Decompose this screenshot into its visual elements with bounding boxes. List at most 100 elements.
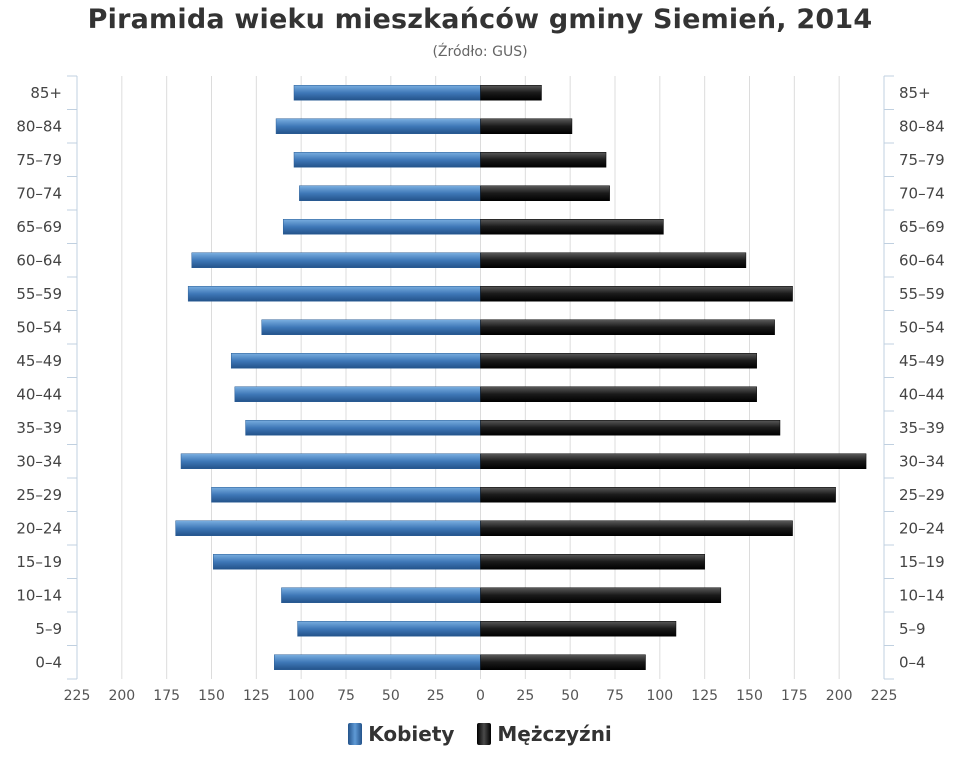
bar-kobiety <box>282 219 481 235</box>
y-category-label-right: 5–9 <box>899 620 926 638</box>
bar-mezczyzni <box>480 85 542 101</box>
x-tick-label: 0 <box>476 688 485 704</box>
y-category-label-left: 50–54 <box>16 318 62 336</box>
bar-mezczyzni <box>480 520 793 536</box>
y-category-label-left: 35–39 <box>16 419 62 437</box>
y-category-label-right: 75–79 <box>899 151 945 169</box>
x-tick-label: 25 <box>516 688 534 704</box>
y-category-label-left: 0–4 <box>35 653 62 671</box>
bar-mezczyzni <box>480 654 646 670</box>
bar-mezczyzni <box>480 386 757 402</box>
legend-item-kobiety[interactable]: Kobiety <box>348 722 454 746</box>
x-tick-label: 225 <box>64 688 91 704</box>
x-tick-label: 200 <box>826 688 853 704</box>
bar-mezczyzni <box>480 252 747 268</box>
y-category-label-right: 20–24 <box>899 519 945 537</box>
bar-kobiety <box>191 252 481 268</box>
bar-kobiety <box>211 487 481 503</box>
bar-kobiety <box>234 386 481 402</box>
bar-kobiety <box>299 185 481 201</box>
y-category-label-left: 45–49 <box>16 352 62 370</box>
chart-title: Piramida wieku mieszkańców gminy Siemień… <box>87 4 873 35</box>
y-category-label-left: 5–9 <box>35 620 62 638</box>
y-category-label-right: 60–64 <box>899 251 945 269</box>
bar-kobiety <box>261 319 481 335</box>
x-tick-label: 100 <box>646 688 673 704</box>
legend-item-mezczyzni[interactable]: Mężczyźni <box>477 722 612 746</box>
y-category-label-right: 10–14 <box>899 586 945 604</box>
x-tick-label: 175 <box>153 688 180 704</box>
y-category-label-left: 10–14 <box>16 586 62 604</box>
bar-mezczyzni <box>480 453 867 469</box>
bar-mezczyzni <box>480 319 775 335</box>
bar-kobiety <box>213 554 481 570</box>
y-category-label-left: 75–79 <box>16 151 62 169</box>
axis-labels: 225 200 175 150 125 100 75 50 25 0 25 50 75 100 125 150… <box>16 84 944 704</box>
y-category-label-right: 35–39 <box>899 419 945 437</box>
y-category-label-left: 80–84 <box>16 117 62 135</box>
bar-kobiety <box>293 85 481 101</box>
bars <box>175 85 867 670</box>
y-category-label-left: 30–34 <box>16 452 62 470</box>
y-category-label-left: 15–19 <box>16 553 62 571</box>
y-category-label-right: 25–29 <box>899 486 945 504</box>
y-category-label-left: 25–29 <box>16 486 62 504</box>
legend-label-kobiety: Kobiety <box>368 722 455 746</box>
y-category-label-right: 85+ <box>899 84 931 102</box>
x-tick-label: 125 <box>243 688 270 704</box>
y-category-label-left: 55–59 <box>16 285 62 303</box>
y-category-label-right: 15–19 <box>899 553 945 571</box>
bar-mezczyzni <box>480 118 573 134</box>
legend-swatch-kobiety <box>348 723 363 745</box>
x-tick-label: 75 <box>337 688 355 704</box>
x-tick-label: 175 <box>781 688 808 704</box>
bar-kobiety <box>180 453 481 469</box>
bar-mezczyzni <box>480 286 793 302</box>
bar-kobiety <box>175 520 481 536</box>
y-category-label-left: 85+ <box>30 84 62 102</box>
bar-mezczyzni <box>480 487 836 503</box>
bar-kobiety <box>274 654 481 670</box>
bar-mezczyzni <box>480 219 664 235</box>
bar-kobiety <box>275 118 481 134</box>
y-category-label-right: 55–59 <box>899 285 945 303</box>
bar-kobiety <box>293 152 481 168</box>
legend-swatch-mezczyzni <box>477 723 492 745</box>
x-tick-label: 150 <box>736 688 763 704</box>
legend: Kobiety Mężczyźni <box>0 722 960 750</box>
y-category-label-left: 40–44 <box>16 385 62 403</box>
y-category-label-left: 70–74 <box>16 184 62 202</box>
bar-kobiety <box>281 587 481 603</box>
y-category-label-left: 20–24 <box>16 519 62 537</box>
bar-kobiety <box>187 286 481 302</box>
x-tick-label: 100 <box>288 688 315 704</box>
y-category-label-left: 60–64 <box>16 251 62 269</box>
bar-mezczyzni <box>480 621 677 637</box>
bar-mezczyzni <box>480 152 607 168</box>
chart-subtitle: (Źródło: GUS) <box>432 44 528 60</box>
y-category-label-right: 70–74 <box>899 184 945 202</box>
y-category-label-right: 30–34 <box>899 452 945 470</box>
x-tick-label: 75 <box>606 688 624 704</box>
bar-mezczyzni <box>480 554 705 570</box>
legend-label-mezczyzni: Mężczyźni <box>497 722 612 746</box>
y-category-label-right: 65–69 <box>899 218 945 236</box>
x-tick-label: 150 <box>198 688 225 704</box>
bar-mezczyzni <box>480 185 610 201</box>
axes <box>67 75 894 680</box>
x-tick-label: 200 <box>108 688 135 704</box>
bar-kobiety <box>230 353 481 369</box>
x-tick-label: 125 <box>691 688 718 704</box>
y-category-label-right: 80–84 <box>899 117 945 135</box>
x-tick-label: 25 <box>427 688 445 704</box>
x-tick-label: 225 <box>871 688 898 704</box>
bar-mezczyzni <box>480 587 722 603</box>
x-tick-label: 50 <box>561 688 579 704</box>
y-category-label-right: 40–44 <box>899 385 945 403</box>
y-category-label-left: 65–69 <box>16 218 62 236</box>
bar-kobiety <box>245 420 481 436</box>
bar-mezczyzni <box>480 420 781 436</box>
y-category-label-right: 0–4 <box>899 653 926 671</box>
y-category-label-right: 45–49 <box>899 352 945 370</box>
